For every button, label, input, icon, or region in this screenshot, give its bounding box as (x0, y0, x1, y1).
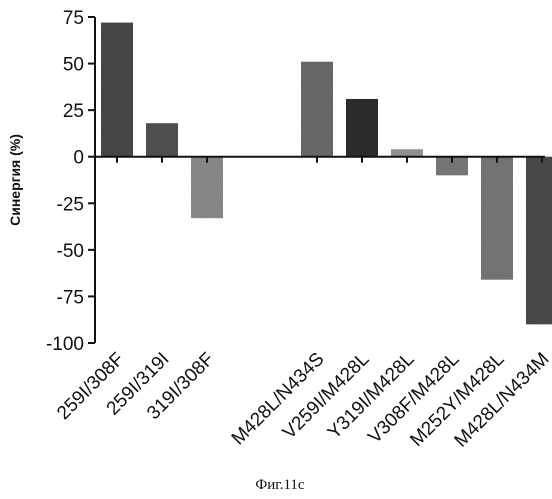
figure-caption: Фиг.11c (255, 477, 305, 493)
y-tick-label: -75 (57, 287, 84, 308)
y-tick-label: 50 (63, 55, 84, 76)
bar-1 (101, 23, 133, 157)
bars (101, 23, 552, 325)
y-tick-label: 75 (63, 8, 84, 29)
y-tick-label: -100 (46, 334, 84, 355)
y-axis-ticks: 75 50 25 0 -25 -50 -75 -100 (46, 8, 95, 355)
bar-4 (301, 62, 333, 157)
bar-2 (146, 123, 178, 157)
y-axis-label: Синергия (%) (7, 134, 23, 226)
bar-8 (481, 157, 513, 280)
y-tick-label: 25 (63, 101, 84, 122)
bar-5 (346, 99, 378, 157)
x-axis-ticks: 259I/308F259I/319I319I/308FM428L/N434SV2… (53, 157, 552, 452)
y-tick-label: 0 (73, 148, 84, 169)
y-tick-label: -25 (57, 194, 84, 215)
bar-6 (391, 149, 423, 156)
bar-3 (191, 157, 223, 218)
y-tick-label: -50 (57, 241, 84, 262)
bar-9 (526, 157, 552, 325)
